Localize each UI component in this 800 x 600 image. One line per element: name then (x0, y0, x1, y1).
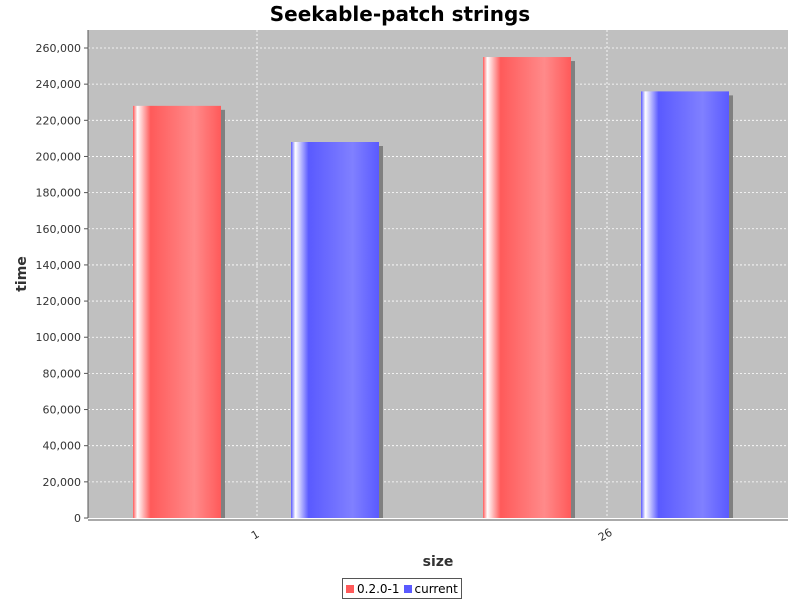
y-tick-label: 40,000 (43, 440, 82, 453)
legend: 0.2.0-1 current (342, 578, 462, 599)
y-tick-label: 120,000 (36, 295, 82, 308)
y-tick-label: 240,000 (36, 78, 82, 91)
bars (133, 57, 733, 519)
legend-label: current (414, 581, 458, 596)
y-tick-label: 220,000 (36, 114, 82, 127)
bar-0.2.0-1-1 (133, 105, 221, 518)
legend-swatch-red (346, 584, 354, 593)
y-tick-label: 80,000 (43, 367, 82, 380)
x-tick-label: 26 (596, 526, 615, 544)
bar-current-26 (641, 91, 729, 518)
y-tick-label: 160,000 (36, 223, 82, 236)
bar-current-1 (291, 142, 379, 518)
legend-item-current: current (403, 581, 458, 596)
legend-label: 0.2.0-1 (357, 581, 400, 596)
bar-0.2.0-1-26 (483, 57, 571, 519)
y-tick-label: 260,000 (36, 42, 82, 55)
y-tick-label: 100,000 (36, 331, 82, 344)
y-tick-label: 200,000 (36, 150, 82, 163)
legend-swatch-blue (403, 584, 412, 593)
chart-title: Seekable-patch strings (269, 2, 531, 26)
x-axis-label: size (423, 554, 454, 570)
y-tick-label: 180,000 (36, 187, 82, 200)
x-tick-label: 1 (249, 528, 262, 543)
axes: 0 20,000 40,000 60,000 80,000 100,000 120,000 1… (36, 30, 788, 544)
y-tick-label: 60,000 (43, 404, 82, 417)
legend-item-0.2.0-1: 0.2.0-1 (346, 582, 400, 596)
y-tick-label: 140,000 (36, 259, 82, 272)
y-axis-label: time (14, 256, 30, 292)
y-tick-label: 20,000 (43, 476, 82, 489)
y-tick-label: 0 (74, 512, 81, 525)
